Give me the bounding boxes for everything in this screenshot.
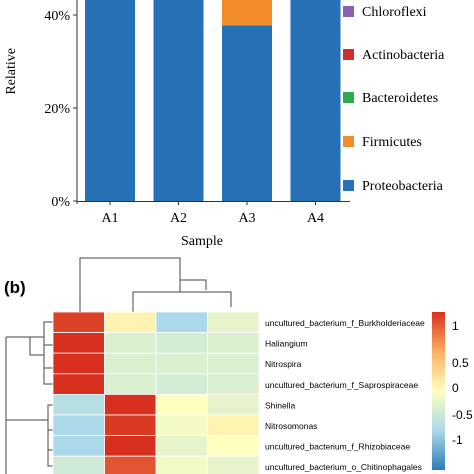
y-tick-label-40: 40%	[44, 9, 70, 24]
bar-A2-overflow	[153, 0, 204, 15]
y-tick-label-20: 20%	[44, 102, 70, 117]
heatmap-cell	[155, 414, 208, 437]
bar-A4-proteobacteria	[290, 15, 341, 201]
legend-swatch-bacteroidetes	[343, 92, 354, 103]
x-tick-label-A1: A1	[101, 211, 118, 226]
heatmap-cell	[155, 311, 208, 334]
colorbar-tick-1: 1	[452, 319, 459, 333]
heatmap	[52, 311, 260, 474]
heatmap-row-label: Shinella	[265, 400, 296, 410]
heatmap-cell	[104, 332, 157, 354]
legend-swatch-actinobacteria	[343, 49, 354, 60]
x-axis-label: Sample	[181, 234, 223, 249]
heatmap-cell	[155, 352, 208, 375]
heatmap-row-label: Haliangium	[265, 339, 308, 349]
heatmap-cell	[52, 373, 105, 395]
bar-A1-overflow	[85, 0, 135, 15]
x-tick-label-A2: A2	[170, 211, 187, 226]
x-tick-labels: A1 A2 A3 A4	[77, 201, 350, 226]
x-tick-label-A3: A3	[238, 211, 255, 226]
heatmap-row-label: uncultured_bacterium_f_Burkholderiaceae	[265, 318, 425, 328]
panel-label-b: (b)	[4, 278, 26, 297]
legend-label-bacteroidetes: Bacteroidetes	[362, 91, 438, 106]
row-dendrogram	[5, 321, 53, 474]
legend-label-actinobacteria: Actinobacteria	[362, 48, 445, 63]
column-dendrogram	[79, 257, 232, 312]
panel-a: Relative 40% 20% 0% A1 A2 A3 A4 Sample Chlo…	[4, 0, 445, 249]
heatmap-cell	[155, 332, 208, 354]
colorbar-tick-0: 0	[452, 381, 459, 395]
legend-swatch-proteobacteria	[343, 180, 354, 191]
heatmap-cell	[207, 352, 260, 375]
bar-A3-overflow	[222, 0, 272, 15]
colorbar-tick--1: -1	[452, 433, 463, 447]
heatmap-row-label: Nitrospira	[265, 359, 302, 369]
heatmap-cell	[155, 373, 208, 395]
heatmap-cell	[52, 352, 105, 375]
heatmap-cell	[52, 332, 105, 354]
heatmap-cell	[52, 455, 105, 474]
bar-A2-proteobacteria	[153, 15, 204, 201]
heatmap-cell	[207, 435, 260, 457]
y-axis-label: Relative	[4, 48, 19, 95]
heatmap-cell	[104, 352, 157, 375]
legend-label-firmicutes: Firmicutes	[362, 135, 422, 150]
heatmap-row-labels: uncultured_bacterium_f_Burkholderiaceae H…	[265, 318, 425, 472]
heatmap-cell	[155, 435, 208, 457]
heatmap-cell	[207, 311, 260, 334]
colorbar-tick--0.5: -0.5	[452, 408, 473, 422]
heatmap-cell	[207, 393, 260, 416]
heatmap-cell	[207, 414, 260, 437]
heatmap-cell	[104, 414, 157, 437]
heatmap-row-label: uncultured_bacterium_f_Rhizobiaceae	[265, 442, 410, 452]
legend-swatch-firmicutes	[343, 136, 354, 147]
legend-swatch-chloroflexi	[343, 6, 354, 17]
legend-label-chloroflexi: Chloroflexi	[362, 5, 427, 20]
heatmap-cell	[155, 455, 208, 474]
colorbar-tick-0.5: 0.5	[452, 356, 469, 370]
heatmap-row-label: uncultured_bacterium_o_Chitinophagales	[265, 462, 422, 472]
heatmap-cell	[104, 393, 157, 416]
bar-A4-overflow	[290, 0, 341, 15]
heatmap-cell	[155, 393, 208, 416]
bar-A3-firmicutes	[222, 15, 272, 26]
heatmap-cell	[207, 373, 260, 395]
heatmap-cell	[104, 311, 157, 334]
heatmap-cell	[52, 311, 105, 334]
heatmap-row-label: uncultured_bacterium_f_Saprospiraceae	[265, 380, 418, 390]
heatmap-cell	[52, 393, 105, 416]
heatmap-cell	[52, 435, 105, 457]
heatmap-row-label: Nitrosomonas	[265, 421, 317, 431]
heatmap-cell	[104, 455, 157, 474]
heatmap-cell	[104, 373, 157, 395]
colorbar	[432, 312, 445, 470]
heatmap-cell	[52, 414, 105, 437]
bar-A1-proteobacteria	[85, 15, 135, 201]
heatmap-cell	[104, 435, 157, 457]
heatmap-cell	[207, 455, 260, 474]
bar-A3-proteobacteria	[222, 25, 272, 202]
x-tick-label-A4: A4	[307, 211, 324, 226]
heatmap-cell	[207, 332, 260, 354]
legend: Chloroflexi Actinobacteria Bacteroidetes Fi…	[343, 5, 445, 194]
stacked-bars	[85, 0, 341, 202]
y-tick-label-0: 0%	[51, 195, 70, 210]
panel-b: (b) uncultured_bacterium_f_Burkholderiac…	[4, 257, 473, 474]
legend-label-proteobacteria: Proteobacteria	[362, 179, 444, 194]
